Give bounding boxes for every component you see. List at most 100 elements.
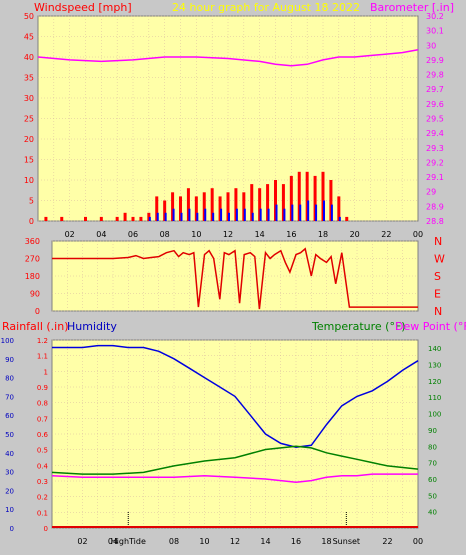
direction-tick-label: 0	[35, 307, 40, 316]
rainfall-tick-label: 1	[44, 368, 48, 376]
hour-tick-label: 20	[350, 230, 360, 239]
rainfall-tick-label: 0.7	[37, 415, 48, 423]
rainfall-tick-label: 0.5	[37, 447, 48, 455]
humidity-tick-label: 20	[5, 487, 14, 495]
humidity-hour-axis: 02 04 08 10 12 14 16 18 22 00	[77, 537, 423, 546]
windspeed-tick-label: 5	[29, 197, 34, 206]
humidity-axis-label: Humidity	[67, 320, 117, 333]
hour-tick-label: 10	[199, 537, 209, 546]
humidity-tick-label: 70	[5, 393, 14, 401]
wind-hour-axis: 02 04 06 08 10 12 14 16 18 20 22 00	[65, 230, 424, 239]
temperature-tick-label: 140	[428, 345, 441, 353]
barometer-tick-label: 29.8	[426, 71, 444, 80]
compass-label: W	[434, 253, 445, 266]
rainfall-tick-label: 1.2	[37, 337, 48, 345]
temperature-tick-label: 60	[428, 476, 437, 484]
header-title-label: 24 hour graph for August 18 2022	[172, 1, 360, 14]
hour-tick-label: 22	[382, 537, 392, 546]
temperature-axis: 40 50 60 70 80 90 100 110 120 130 140	[428, 345, 441, 516]
hour-tick-label: 16	[291, 537, 301, 546]
temperature-tick-label: 130	[428, 362, 441, 370]
temperature-axis-label: Temperature (°F)	[311, 320, 406, 333]
header-windspeed-label: Windspeed [mph]	[34, 1, 132, 14]
hour-tick-label: 12	[230, 537, 240, 546]
hour-tick-label: 08	[169, 537, 179, 546]
hour-tick-label: 00	[413, 537, 423, 546]
barometer-tick-label: 29	[426, 188, 436, 197]
windspeed-tick-label: 15	[24, 156, 34, 165]
temperature-line	[51, 445, 419, 475]
direction-axis: 0 90 180 270 360	[25, 237, 40, 316]
hour-tick-label: 14	[255, 230, 265, 239]
header-barometer-label: Barometer [.in]	[370, 1, 454, 14]
windspeed-tick-label: 45	[24, 33, 34, 42]
temperature-tick-label: 40	[428, 509, 437, 517]
humidity-tick-label: 80	[5, 375, 14, 383]
humidity-tick-label: 60	[5, 412, 14, 420]
windspeed-axis: 0 5 10 15 20 25 30 35 40 45 50	[24, 12, 34, 226]
dewpoint-line	[51, 473, 418, 483]
tide-sunset-annotations: HighTide Sunset	[111, 512, 360, 546]
barometer-tick-label: 29.7	[426, 85, 444, 94]
hour-tick-label: 18	[318, 230, 328, 239]
compass-label: N	[434, 235, 442, 248]
direction-tick-label: 180	[25, 272, 40, 281]
hour-tick-label: 00	[413, 230, 423, 239]
humidity-axis: 0 10 20 30 40 50 60 70 80 90 100	[1, 337, 14, 533]
barometer-tick-label: 29.9	[426, 56, 444, 65]
humidity-tick-label: 50	[5, 431, 14, 439]
hour-tick-label: 02	[65, 230, 75, 239]
temperature-tick-label: 80	[428, 443, 437, 451]
temperature-tick-label: 70	[428, 460, 437, 468]
temperature-tick-label: 100	[428, 411, 441, 419]
direction-tick-label: 90	[30, 290, 40, 299]
windspeed-tick-label: 20	[24, 135, 34, 144]
rainfall-axis-label: Rainfall (.in)	[2, 320, 69, 333]
compass-label: N	[434, 305, 442, 318]
rainfall-tick-label: 0.3	[37, 478, 48, 486]
barometer-tick-label: 29.6	[426, 100, 444, 109]
hour-tick-label: 04	[108, 537, 118, 546]
barometer-tick-label: 30	[426, 41, 436, 50]
wind-series	[37, 48, 419, 221]
barometer-tick-label: 29.4	[426, 129, 444, 138]
annotation-label: HighTide	[111, 537, 146, 546]
hour-tick-label: 10	[191, 230, 201, 239]
hour-tick-label: 12	[223, 230, 233, 239]
rainfall-tick-label: 0.9	[37, 384, 48, 392]
windspeed-tick-label: 35	[24, 74, 34, 83]
direction-tick-label: 270	[25, 255, 40, 264]
hour-tick-label: 14	[260, 537, 270, 546]
humidity-tick-label: 30	[5, 469, 14, 477]
windspeed-tick-label: 0	[29, 217, 34, 226]
rainfall-tick-label: 0.2	[37, 494, 48, 502]
temperature-tick-label: 90	[428, 427, 437, 435]
rainfall-axis: 0 0.1 0.2 0.3 0.4 0.5 0.6 0.7 0.8 0.9 1 1.1 1.2	[37, 337, 49, 533]
windspeed-tick-label: 25	[24, 115, 34, 124]
hour-tick-label: 02	[77, 537, 87, 546]
direction-tick-label: 360	[25, 237, 40, 246]
rainfall-tick-label: 1.1	[37, 353, 48, 361]
temperature-tick-label: 120	[428, 378, 441, 386]
rainfall-tick-label: 0.8	[37, 400, 48, 408]
wind-grid	[38, 15, 418, 222]
windspeed-tick-label: 50	[24, 12, 34, 21]
barometer-tick-label: 29.5	[426, 115, 444, 124]
dewpoint-axis-label: Dew Point (°F)	[395, 320, 466, 333]
humidity-tick-label: 100	[1, 337, 14, 345]
humidity-series	[51, 344, 419, 528]
hour-tick-label: 06	[128, 230, 138, 239]
compass-label: S	[434, 270, 441, 283]
humidity-tick-label: 0	[10, 525, 14, 533]
barometer-tick-label: 29.1	[426, 173, 444, 182]
compass-label: E	[434, 288, 441, 301]
hour-tick-label: 18	[321, 537, 331, 546]
humidity-line	[52, 344, 419, 448]
rainfall-tick-label: 0.6	[37, 431, 49, 439]
barometer-tick-label: 28.9	[426, 202, 444, 211]
hour-tick-label: 16	[286, 230, 296, 239]
direction-series	[52, 247, 418, 310]
